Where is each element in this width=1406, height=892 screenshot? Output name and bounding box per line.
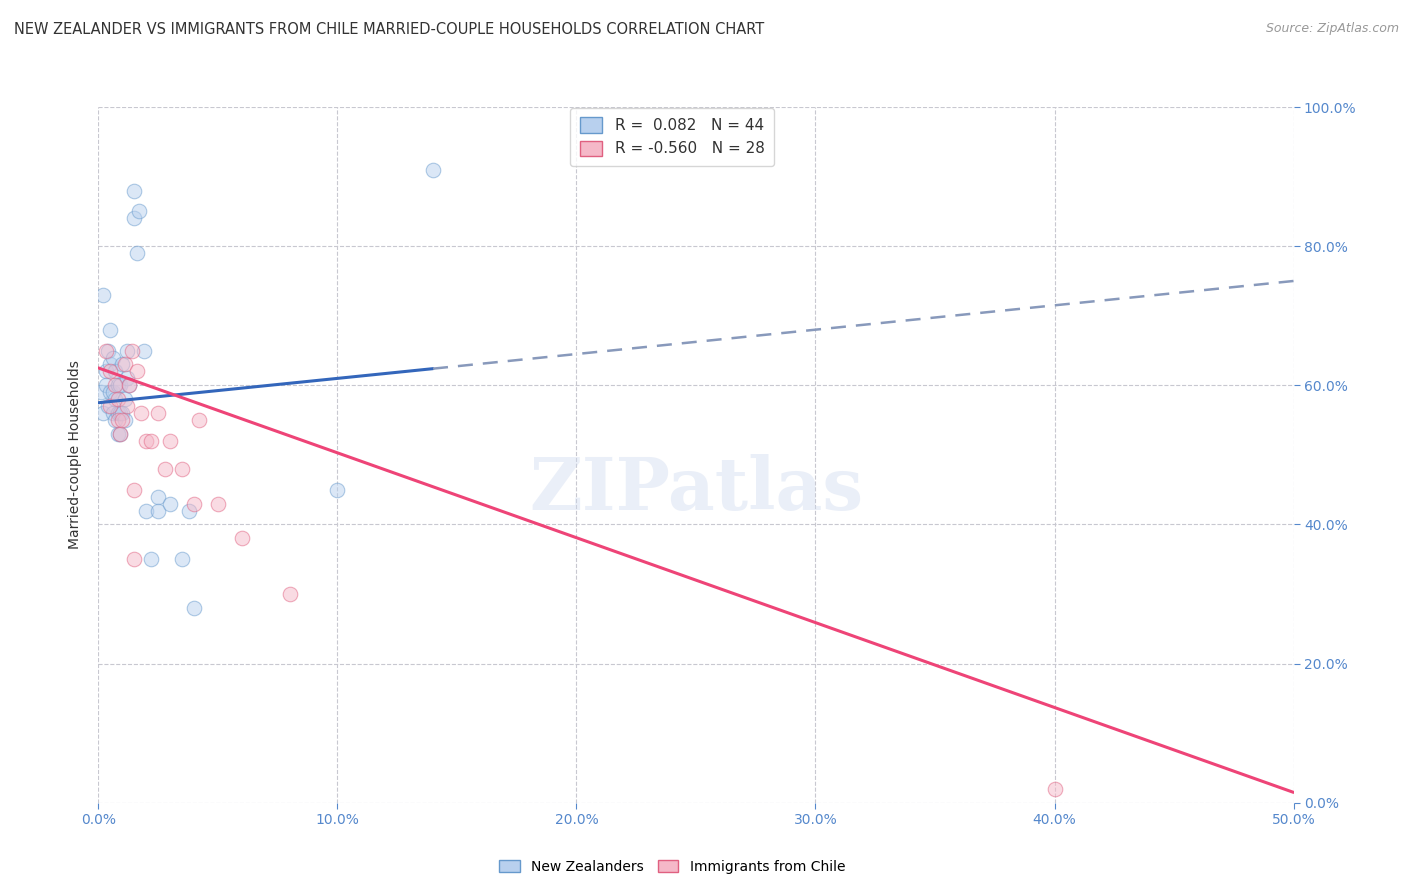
- Point: [148, 503, 170, 517]
- Point: [131, 406, 153, 420]
- Point: [114, 413, 136, 427]
- Point: [187, 413, 209, 427]
- Point: [115, 399, 138, 413]
- Point: [108, 406, 131, 420]
- Point: [111, 413, 134, 427]
- Point: [98, 385, 122, 400]
- Point: [132, 343, 155, 358]
- Point: [179, 503, 201, 517]
- Point: [124, 552, 146, 566]
- Y-axis label: Married-couple Households: Married-couple Households: [69, 360, 83, 549]
- Point: [231, 532, 253, 546]
- Point: [172, 552, 194, 566]
- Point: [104, 392, 127, 407]
- Point: [121, 343, 143, 358]
- Point: [155, 462, 177, 476]
- Point: [125, 364, 148, 378]
- Text: NEW ZEALANDER VS IMMIGRANTS FROM CHILE MARRIED-COUPLE HOUSEHOLDS CORRELATION CHA: NEW ZEALANDER VS IMMIGRANTS FROM CHILE M…: [14, 22, 765, 37]
- Point: [422, 162, 444, 177]
- Point: [107, 406, 129, 420]
- Point: [107, 427, 129, 442]
- Point: [91, 406, 114, 420]
- Point: [98, 323, 122, 337]
- Point: [90, 385, 112, 400]
- Point: [91, 288, 114, 302]
- Point: [94, 364, 117, 378]
- Point: [104, 378, 127, 392]
- Point: [148, 490, 170, 504]
- Point: [125, 246, 148, 260]
- Point: [115, 371, 138, 385]
- Point: [111, 358, 134, 372]
- Point: [135, 503, 157, 517]
- Point: [101, 406, 124, 420]
- Point: [108, 427, 131, 442]
- Point: [183, 497, 205, 511]
- Point: [326, 483, 349, 497]
- Point: [124, 211, 146, 226]
- Point: [114, 392, 136, 407]
- Point: [104, 413, 127, 427]
- Point: [107, 378, 129, 392]
- Point: [124, 483, 146, 497]
- Point: [118, 378, 141, 392]
- Point: [107, 413, 129, 427]
- Point: [107, 392, 129, 407]
- Point: [94, 378, 117, 392]
- Point: [207, 497, 229, 511]
- Point: [159, 434, 181, 448]
- Point: [1043, 781, 1066, 796]
- Text: ZIPatlas: ZIPatlas: [529, 454, 863, 525]
- Point: [94, 343, 117, 358]
- Point: [118, 378, 141, 392]
- Point: [115, 343, 138, 358]
- Point: [98, 358, 122, 372]
- Point: [139, 552, 162, 566]
- Point: [101, 351, 124, 365]
- Point: [128, 204, 150, 219]
- Point: [124, 184, 146, 198]
- Point: [183, 601, 205, 615]
- Point: [97, 343, 120, 358]
- Point: [108, 378, 131, 392]
- Point: [111, 406, 134, 420]
- Point: [114, 358, 136, 372]
- Point: [108, 427, 131, 442]
- Legend: New Zealanders, Immigrants from Chile: New Zealanders, Immigrants from Chile: [494, 855, 851, 880]
- Point: [97, 399, 120, 413]
- Point: [98, 364, 122, 378]
- Text: Source: ZipAtlas.com: Source: ZipAtlas.com: [1265, 22, 1399, 36]
- Point: [135, 434, 157, 448]
- Point: [101, 385, 124, 400]
- Point: [159, 497, 181, 511]
- Point: [172, 462, 194, 476]
- Point: [139, 434, 162, 448]
- Point: [278, 587, 301, 601]
- Point: [148, 406, 170, 420]
- Point: [104, 364, 127, 378]
- Point: [98, 399, 122, 413]
